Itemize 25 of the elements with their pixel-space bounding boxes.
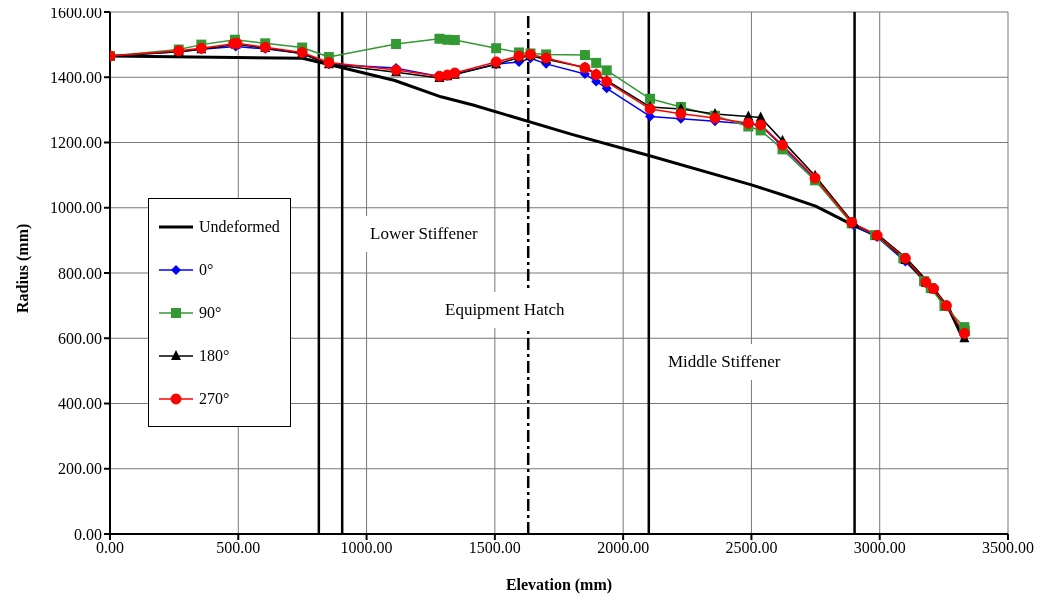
y-tick-label: 1600.00 bbox=[50, 3, 102, 21]
y-tick-label: 800.00 bbox=[58, 264, 102, 282]
y-tick-label: 1000.00 bbox=[50, 199, 102, 217]
x-tick-label: 3500.00 bbox=[982, 539, 1034, 557]
y-tick-label: 1200.00 bbox=[50, 134, 102, 152]
legend-label: 180° bbox=[199, 346, 230, 365]
x-tick-label: 3000.00 bbox=[853, 539, 906, 557]
x-tick-label: 1500.00 bbox=[468, 539, 521, 557]
legend-label: 270° bbox=[199, 389, 230, 408]
y-tick-label: 600.00 bbox=[58, 329, 102, 347]
legend-label: Undeformed bbox=[199, 217, 280, 236]
y-tick-label: 400.00 bbox=[58, 395, 102, 413]
y-tick-label: 200.00 bbox=[58, 460, 102, 478]
y-axis-title: Radius (mm) bbox=[13, 223, 32, 313]
legend-label: 90° bbox=[199, 303, 222, 322]
annotation: Lower Stiffener bbox=[358, 216, 490, 252]
y-tick-label: 1400.00 bbox=[50, 68, 102, 86]
x-axis-title: Elevation (mm) bbox=[505, 576, 613, 594]
x-tick-label: 500.00 bbox=[216, 539, 261, 557]
annotation: Middle Stiffener bbox=[656, 344, 793, 380]
annotation: Equipment Hatch bbox=[433, 292, 577, 328]
legend-label: 0° bbox=[199, 260, 214, 279]
x-tick-label: 2000.00 bbox=[597, 539, 650, 557]
x-tick-label: 1000.00 bbox=[340, 539, 393, 557]
x-tick-label: 2500.00 bbox=[725, 539, 778, 557]
